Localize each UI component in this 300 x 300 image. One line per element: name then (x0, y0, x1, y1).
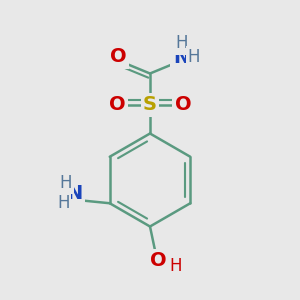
Text: H: H (176, 34, 188, 52)
Text: S: S (143, 95, 157, 115)
Text: N: N (173, 48, 189, 67)
Text: H: H (188, 48, 200, 66)
Text: N: N (66, 184, 82, 203)
Text: H: H (57, 194, 70, 212)
Text: O: O (150, 251, 167, 270)
Text: O: O (110, 47, 126, 67)
Text: H: H (59, 174, 72, 192)
Text: H: H (169, 257, 182, 275)
Text: O: O (109, 95, 125, 115)
Text: O: O (175, 95, 191, 115)
